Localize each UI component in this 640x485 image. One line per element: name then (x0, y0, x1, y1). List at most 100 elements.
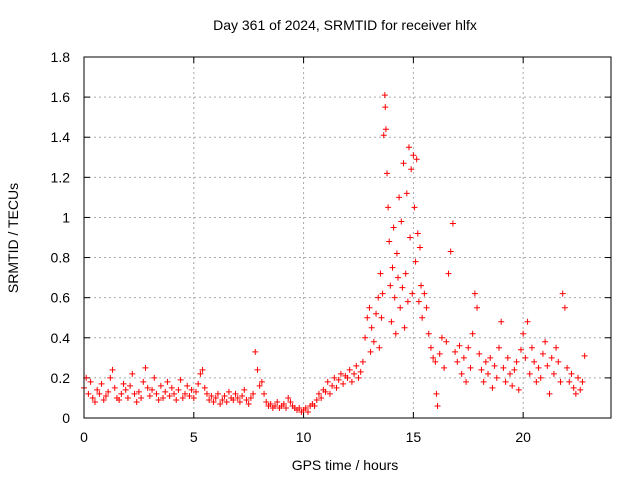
data-point (419, 314, 426, 321)
data-point (245, 400, 252, 407)
data-point (247, 394, 254, 401)
data-point (171, 390, 178, 397)
data-point (500, 364, 507, 371)
data-point (285, 394, 292, 401)
data-point (313, 396, 320, 403)
data-point (467, 364, 474, 371)
data-point (304, 408, 311, 415)
data-point (367, 348, 374, 355)
data-point (344, 374, 351, 381)
data-point (382, 126, 389, 133)
data-point (151, 374, 158, 381)
data-point (258, 378, 265, 385)
data-point (509, 382, 516, 389)
data-point (482, 358, 489, 365)
data-point (239, 392, 246, 399)
data-point (375, 294, 382, 301)
y-axis-label: SRMTID / TECUs (5, 183, 21, 293)
data-point (195, 380, 202, 387)
data-point (432, 358, 439, 365)
data-point (454, 358, 461, 365)
data-point (517, 346, 524, 353)
data-point (398, 218, 405, 225)
y-tick-label: 0.8 (51, 250, 71, 266)
data-point (175, 386, 182, 393)
data-point (564, 364, 571, 371)
data-point (144, 384, 151, 391)
data-point (393, 250, 400, 257)
data-point (568, 370, 575, 377)
data-point (225, 388, 232, 395)
y-tick-label: 0.6 (51, 290, 71, 306)
data-point (434, 402, 441, 409)
data-point (256, 382, 263, 389)
x-tick-label: 0 (80, 429, 88, 445)
data-point (107, 374, 114, 381)
data-point (353, 362, 360, 369)
x-tick-label: 15 (406, 429, 422, 445)
data-point (380, 132, 387, 139)
data-point (87, 378, 94, 385)
y-tick-label: 1.2 (51, 169, 71, 185)
data-point (379, 290, 386, 297)
data-point (348, 378, 355, 385)
data-point (234, 394, 241, 401)
data-point (149, 386, 156, 393)
data-point (120, 380, 127, 387)
data-point (392, 330, 399, 337)
data-point (210, 398, 217, 405)
data-point (322, 388, 329, 395)
data-point (438, 334, 445, 341)
data-point (184, 382, 191, 389)
data-point (263, 398, 270, 405)
data-point (553, 344, 560, 351)
data-point (214, 390, 221, 397)
data-point (102, 392, 109, 399)
data-point (449, 220, 456, 227)
data-point (397, 304, 404, 311)
data-point (480, 378, 487, 385)
data-point (351, 370, 358, 377)
data-point (252, 348, 259, 355)
data-point (168, 384, 175, 391)
data-point (199, 366, 206, 373)
data-point (135, 388, 142, 395)
data-point (272, 402, 279, 409)
data-point (412, 258, 419, 265)
data-point (370, 338, 377, 345)
data-point (528, 344, 535, 351)
data-point (109, 366, 116, 373)
data-point (329, 382, 336, 389)
data-point (142, 364, 149, 371)
data-point (396, 194, 403, 201)
data-point (326, 390, 333, 397)
data-point (212, 394, 219, 401)
data-point (498, 318, 505, 325)
data-point (133, 398, 140, 405)
data-point (236, 398, 243, 405)
data-point (302, 404, 309, 411)
data-point (427, 344, 434, 351)
data-point (179, 394, 186, 401)
data-point (241, 386, 248, 393)
data-point (489, 384, 496, 391)
data-point (362, 334, 369, 341)
data-point (131, 390, 138, 397)
data-point (520, 330, 527, 337)
data-point (557, 378, 564, 385)
data-point (471, 290, 478, 297)
data-point (287, 398, 294, 405)
data-point (515, 386, 522, 393)
data-point (186, 392, 193, 399)
data-point (465, 344, 472, 351)
y-tick-label: 0 (62, 410, 70, 426)
data-point (414, 230, 421, 237)
data-point (400, 160, 407, 167)
data-point (415, 298, 422, 305)
data-point (425, 330, 432, 337)
data-point (162, 388, 169, 395)
x-axis-label: GPS time / hours (292, 457, 399, 473)
data-point (447, 248, 454, 255)
data-point (548, 354, 555, 361)
